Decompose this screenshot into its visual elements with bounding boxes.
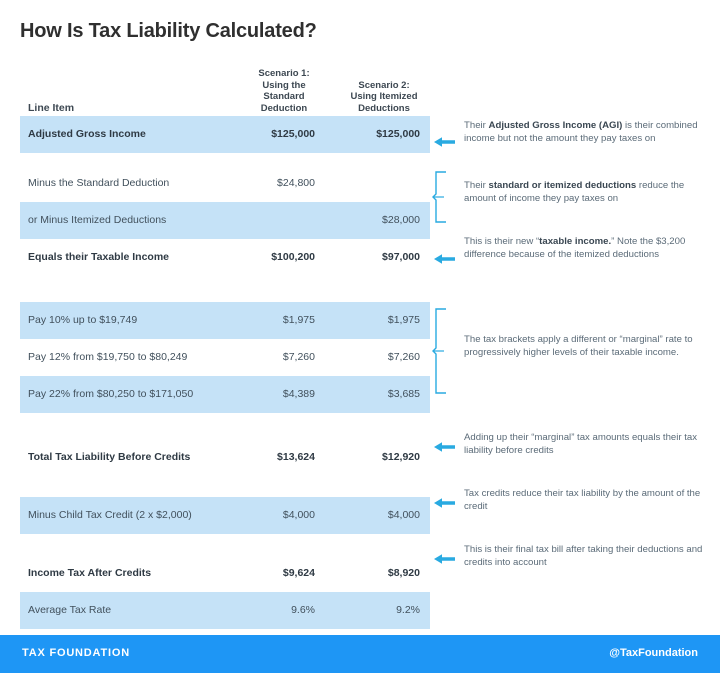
row-value-scenario-2: 9.2% (396, 604, 420, 616)
left-arrow-icon (434, 497, 456, 509)
row-spacer (20, 413, 430, 439)
column-header-scenario-1: Scenario 1: Using the Standard Deduction (258, 68, 310, 114)
table-header-row: Line Item Scenario 1: Using the Standard De… (20, 58, 430, 116)
row-label: Minus Child Tax Credit (2 x $2,000) (28, 509, 192, 521)
annotation-emphasis: Adjusted Gross Income (AGI) (488, 120, 623, 131)
footer-bar: TAX FOUNDATION @TaxFoundation (0, 635, 720, 673)
column-header-scenario-2: Scenario 2: Using Itemized Deductions (350, 79, 418, 114)
annotation-text: Their standard or itemized deductions re… (464, 180, 685, 204)
annotation-text: This is their final tax bill after takin… (464, 544, 703, 568)
row-value-scenario-2: $97,000 (382, 251, 420, 263)
annotation-emphasis: standard or itemized deductions (488, 180, 637, 191)
grouping-brace-icon (432, 171, 456, 223)
row-value-scenario-1: $100,200 (271, 251, 315, 263)
row-spacer (20, 276, 430, 302)
row-value-scenario-1: $4,000 (282, 509, 315, 521)
left-arrow-icon (434, 441, 456, 453)
row-label: Adjusted Gross Income (28, 128, 146, 140)
left-arrow-icon (434, 553, 456, 565)
row-value-scenario-1: $7,260 (282, 351, 315, 363)
row-value-scenario-2: $8,920 (387, 567, 420, 579)
row-label: Pay 12% from $19,750 to $80,249 (28, 351, 188, 363)
row-spacer (20, 476, 430, 497)
row-value-scenario-2: $3,685 (387, 388, 420, 400)
row-spacer (20, 153, 430, 165)
column-header-line-item: Line Item (28, 102, 75, 114)
footer-brand: TAX FOUNDATION (22, 647, 130, 659)
page-title: How Is Tax Liability Calculated? (20, 20, 317, 42)
row-value-scenario-1: $1,975 (282, 314, 315, 326)
left-arrow-icon (434, 136, 456, 148)
annotation-column: Their Adjusted Gross Income (AGI) is the… (432, 58, 712, 618)
table-row: Average Tax Rate 9.6% 9.2% (20, 592, 430, 629)
tax-calculation-table: Line Item Scenario 1: Using the Standard De… (20, 58, 430, 629)
row-value-scenario-2: $1,975 (387, 314, 420, 326)
annotation-text: The tax brackets apply a different or “m… (464, 334, 693, 358)
row-value-scenario-2: $4,000 (387, 509, 420, 521)
table-body: Adjusted Gross Income $125,000 $125,000 Min… (20, 116, 430, 629)
left-arrow-icon (434, 253, 456, 265)
grouping-brace-icon (432, 308, 456, 394)
annotation-text: This is their new “taxable income.” Note… (464, 236, 686, 260)
annotation-emphasis: taxable income. (539, 236, 612, 247)
row-value-scenario-1: $24,800 (277, 177, 315, 189)
table-row: Pay 22% from $80,250 to $171,050 $4,389 $3… (20, 376, 430, 413)
row-spacer (20, 534, 430, 555)
row-value-scenario-1: $9,624 (282, 567, 315, 579)
row-value-scenario-1: $13,624 (277, 451, 315, 463)
table-row: Minus Child Tax Credit (2 x $2,000) $4,00… (20, 497, 430, 534)
table-row: Income Tax After Credits $9,624 $8,920 (20, 555, 430, 592)
table-row: Pay 12% from $19,750 to $80,249 $7,260 $7,… (20, 339, 430, 376)
row-value-scenario-1: $125,000 (271, 128, 315, 140)
annotation-text: Adding up their “marginal” tax amounts e… (464, 432, 698, 456)
row-label: or Minus Itemized Deductions (28, 214, 167, 226)
annotation-text: Tax credits reduce their tax liability b… (464, 488, 701, 512)
row-value-scenario-2: $28,000 (382, 214, 420, 226)
row-label: Minus the Standard Deduction (28, 177, 170, 189)
row-value-scenario-1: 9.6% (291, 604, 315, 616)
row-label: Pay 10% up to $19,749 (28, 314, 138, 326)
table-row: Total Tax Liability Before Credits $13,62… (20, 439, 430, 476)
table-row: or Minus Itemized Deductions $28,000 (20, 202, 430, 239)
row-label: Equals their Taxable Income (28, 251, 170, 263)
row-label: Average Tax Rate (28, 604, 112, 616)
row-label: Pay 22% from $80,250 to $171,050 (28, 388, 194, 400)
annotation-text: Their Adjusted Gross Income (AGI) is the… (464, 120, 698, 144)
row-value-scenario-2: $12,920 (382, 451, 420, 463)
row-label: Income Tax After Credits (28, 567, 152, 579)
table-row: Pay 10% up to $19,749 $1,975 $1,975 (20, 302, 430, 339)
table-row: Equals their Taxable Income $100,200 $97,0… (20, 239, 430, 276)
row-value-scenario-2: $125,000 (376, 128, 420, 140)
table-row: Adjusted Gross Income $125,000 $125,000 (20, 116, 430, 153)
table-row: Minus the Standard Deduction $24,800 (20, 165, 430, 202)
row-value-scenario-2: $7,260 (387, 351, 420, 363)
row-label: Total Tax Liability Before Credits (28, 451, 191, 463)
row-value-scenario-1: $4,389 (282, 388, 315, 400)
footer-social-handle[interactable]: @TaxFoundation (609, 647, 698, 659)
